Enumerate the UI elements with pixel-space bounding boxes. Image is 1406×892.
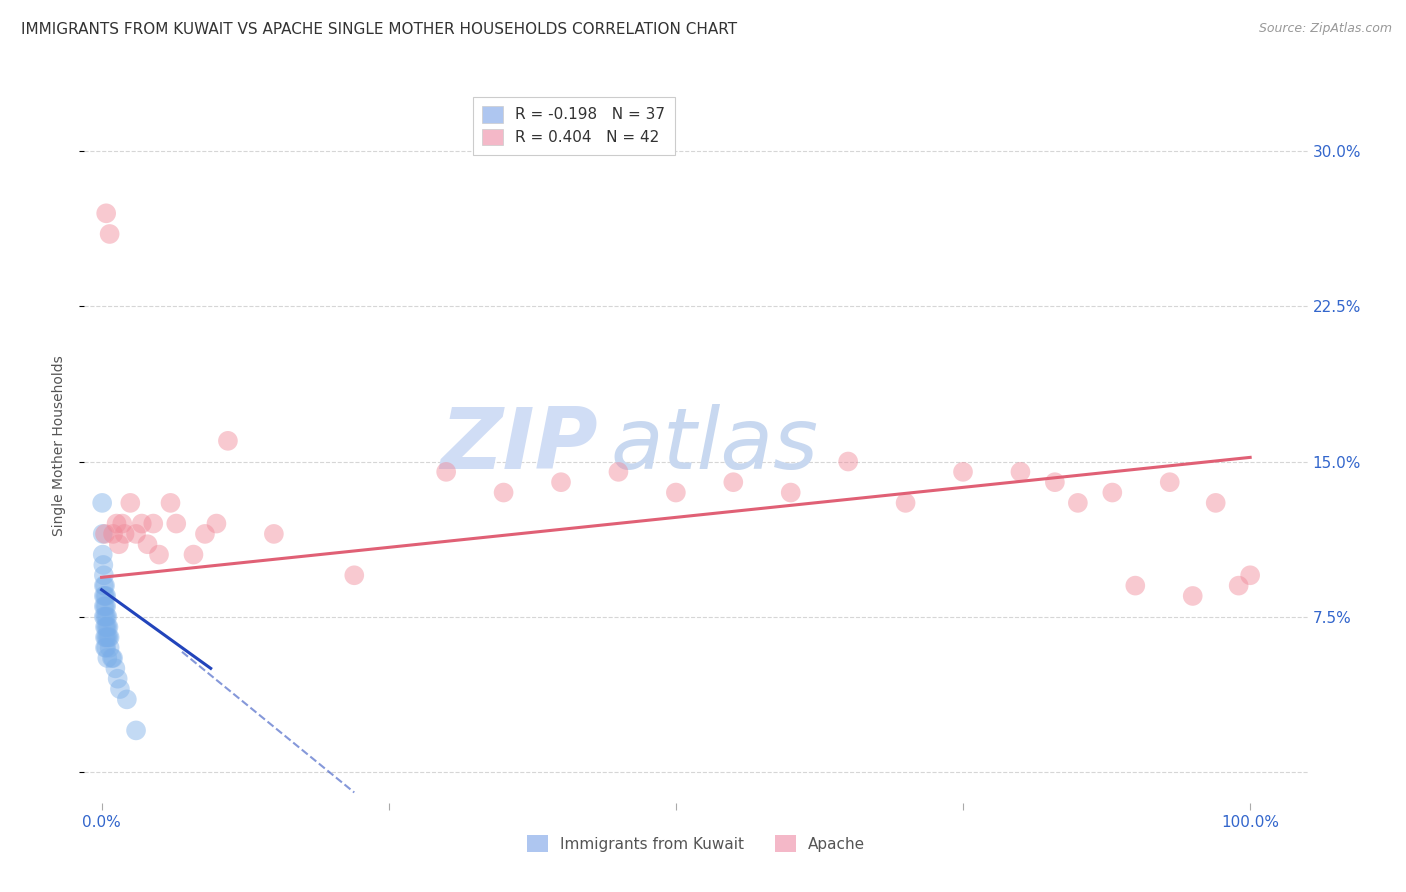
Point <box>91 527 114 541</box>
Point <box>343 568 366 582</box>
Point <box>94 620 117 634</box>
Point <box>263 527 285 541</box>
Point <box>194 527 217 541</box>
Point <box>94 579 117 593</box>
Point <box>492 485 515 500</box>
Point <box>107 672 129 686</box>
Y-axis label: Single Mother Households: Single Mother Households <box>52 356 66 536</box>
Point <box>1123 579 1146 593</box>
Point <box>96 589 118 603</box>
Point <box>1239 568 1261 582</box>
Point <box>952 465 974 479</box>
Point <box>96 620 118 634</box>
Point <box>1227 579 1250 593</box>
Point <box>94 527 117 541</box>
Text: IMMIGRANTS FROM KUWAIT VS APACHE SINGLE MOTHER HOUSEHOLDS CORRELATION CHART: IMMIGRANTS FROM KUWAIT VS APACHE SINGLE … <box>21 22 737 37</box>
Point <box>125 723 148 738</box>
Point <box>115 692 138 706</box>
Point <box>131 516 153 531</box>
Point <box>142 516 165 531</box>
Point <box>97 620 120 634</box>
Point <box>1010 465 1032 479</box>
Point <box>165 516 187 531</box>
Point <box>779 485 801 500</box>
Point <box>101 527 124 541</box>
Point <box>607 465 630 479</box>
Point <box>94 589 117 603</box>
Point <box>1101 485 1123 500</box>
Point <box>101 651 124 665</box>
Text: ZIP: ZIP <box>440 404 598 488</box>
Point <box>665 485 688 500</box>
Point <box>1159 475 1181 490</box>
Text: atlas: atlas <box>610 404 818 488</box>
Point <box>104 661 127 675</box>
Point <box>1043 475 1066 490</box>
Point <box>91 558 114 572</box>
Point <box>550 475 572 490</box>
Text: Source: ZipAtlas.com: Source: ZipAtlas.com <box>1258 22 1392 36</box>
Point <box>837 454 859 468</box>
Point <box>96 640 118 655</box>
Legend: Immigrants from Kuwait, Apache: Immigrants from Kuwait, Apache <box>519 828 873 859</box>
Point <box>1205 496 1227 510</box>
Point <box>125 527 148 541</box>
Point <box>94 640 117 655</box>
Point <box>723 475 745 490</box>
Point <box>111 516 134 531</box>
Point <box>108 537 131 551</box>
Point <box>108 681 131 696</box>
Point <box>434 465 457 479</box>
Point <box>101 651 124 665</box>
Point <box>136 537 159 551</box>
Point <box>94 599 117 614</box>
Point <box>148 548 170 562</box>
Point <box>114 527 136 541</box>
Point <box>93 599 115 614</box>
Point <box>96 630 118 644</box>
Point <box>97 630 120 644</box>
Point <box>217 434 239 448</box>
Point <box>96 651 118 665</box>
Point <box>159 496 181 510</box>
Point <box>91 548 114 562</box>
Point <box>894 496 917 510</box>
Point <box>94 630 117 644</box>
Point <box>96 609 118 624</box>
Point <box>93 609 115 624</box>
Point <box>98 227 121 241</box>
Point <box>96 599 118 614</box>
Point <box>105 516 128 531</box>
Point <box>96 630 118 644</box>
Point <box>1067 496 1090 510</box>
Point <box>96 620 118 634</box>
Point <box>120 496 142 510</box>
Point <box>93 568 115 582</box>
Point <box>96 609 118 624</box>
Point <box>96 206 118 220</box>
Point <box>205 516 228 531</box>
Point <box>1181 589 1204 603</box>
Point <box>98 630 121 644</box>
Point <box>93 589 115 603</box>
Point <box>183 548 205 562</box>
Point <box>91 496 114 510</box>
Point <box>94 609 117 624</box>
Point <box>93 579 115 593</box>
Point <box>98 640 121 655</box>
